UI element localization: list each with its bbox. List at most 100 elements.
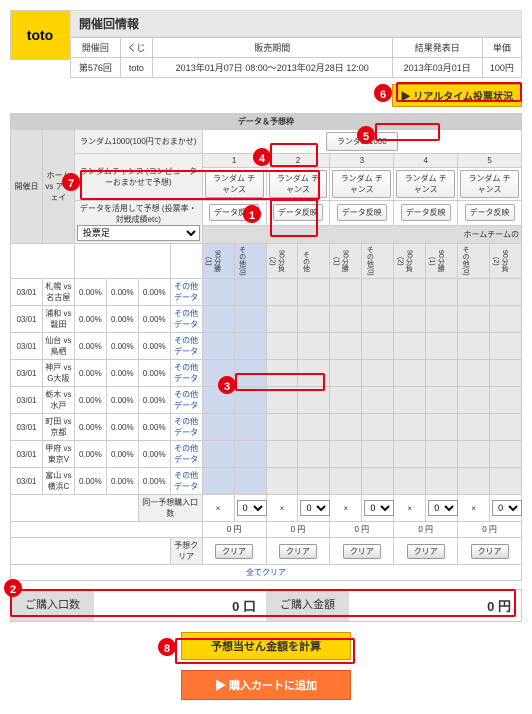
random-chance-btn-5[interactable]: ランダム チャンス bbox=[460, 170, 519, 198]
cell[interactable] bbox=[362, 468, 394, 495]
cell[interactable] bbox=[394, 306, 426, 333]
cell[interactable] bbox=[266, 414, 298, 441]
cell[interactable] bbox=[266, 360, 298, 387]
cell[interactable] bbox=[426, 360, 458, 387]
cell[interactable] bbox=[234, 333, 266, 360]
cell[interactable] bbox=[330, 333, 362, 360]
cell[interactable] bbox=[298, 333, 330, 360]
data-link[interactable]: その他 データ bbox=[174, 363, 198, 383]
cell[interactable] bbox=[458, 279, 490, 306]
cell[interactable] bbox=[490, 333, 522, 360]
data-link[interactable]: その他 データ bbox=[174, 390, 198, 410]
cell[interactable] bbox=[458, 468, 490, 495]
cell[interactable] bbox=[298, 279, 330, 306]
realtime-vote-button[interactable]: ▶ リアルタイム投票状況 bbox=[392, 84, 522, 107]
cell[interactable] bbox=[202, 279, 234, 306]
cell[interactable] bbox=[394, 387, 426, 414]
cell[interactable] bbox=[394, 468, 426, 495]
qty-select-5[interactable]: 0 bbox=[492, 500, 522, 516]
add-to-cart-button[interactable]: ▶ 購入カートに追加 bbox=[181, 670, 351, 700]
cell[interactable] bbox=[298, 468, 330, 495]
cell[interactable] bbox=[362, 333, 394, 360]
cell[interactable] bbox=[266, 333, 298, 360]
cell[interactable] bbox=[458, 360, 490, 387]
qty-select-4[interactable]: 0 bbox=[428, 500, 458, 516]
cell[interactable] bbox=[490, 387, 522, 414]
random-chance-btn-1[interactable]: ランダム チャンス bbox=[205, 170, 264, 198]
data-link[interactable]: その他 データ bbox=[174, 471, 198, 491]
cell[interactable] bbox=[362, 441, 394, 468]
qty-select-1[interactable]: 0 bbox=[237, 500, 267, 516]
qty-select-2[interactable]: 0 bbox=[300, 500, 330, 516]
cell[interactable] bbox=[458, 414, 490, 441]
cell[interactable] bbox=[362, 414, 394, 441]
cell[interactable] bbox=[266, 387, 298, 414]
clear-btn-1[interactable]: クリア bbox=[215, 544, 253, 559]
cell[interactable] bbox=[298, 441, 330, 468]
cell[interactable] bbox=[234, 441, 266, 468]
cell[interactable] bbox=[458, 306, 490, 333]
cell[interactable] bbox=[394, 333, 426, 360]
cell[interactable] bbox=[234, 306, 266, 333]
cell[interactable] bbox=[394, 360, 426, 387]
cell[interactable] bbox=[426, 468, 458, 495]
cell[interactable] bbox=[266, 441, 298, 468]
clear-btn-5[interactable]: クリア bbox=[471, 544, 509, 559]
cell[interactable] bbox=[362, 306, 394, 333]
cell[interactable] bbox=[490, 414, 522, 441]
cell[interactable] bbox=[394, 279, 426, 306]
cell[interactable] bbox=[330, 279, 362, 306]
cell[interactable] bbox=[202, 468, 234, 495]
cell[interactable] bbox=[298, 306, 330, 333]
data-link[interactable]: その他 データ bbox=[174, 444, 198, 464]
data-link[interactable]: その他 データ bbox=[174, 417, 198, 437]
cell[interactable] bbox=[362, 360, 394, 387]
cell[interactable] bbox=[362, 387, 394, 414]
cell[interactable] bbox=[490, 360, 522, 387]
cell[interactable] bbox=[202, 414, 234, 441]
cell[interactable] bbox=[426, 441, 458, 468]
cell[interactable] bbox=[234, 414, 266, 441]
cell[interactable] bbox=[490, 279, 522, 306]
data-dropdown[interactable]: 投票足 bbox=[77, 225, 200, 241]
cell[interactable] bbox=[426, 306, 458, 333]
cell[interactable] bbox=[234, 468, 266, 495]
cell[interactable] bbox=[330, 414, 362, 441]
clear-btn-4[interactable]: クリア bbox=[407, 544, 445, 559]
data-reflect-3[interactable]: データ反映 bbox=[337, 204, 387, 221]
cell[interactable] bbox=[426, 333, 458, 360]
data-reflect-2[interactable]: データ反映 bbox=[273, 204, 323, 221]
cell[interactable] bbox=[298, 360, 330, 387]
cell[interactable] bbox=[490, 306, 522, 333]
cell[interactable] bbox=[458, 333, 490, 360]
data-link[interactable]: その他 データ bbox=[174, 282, 198, 302]
cell[interactable] bbox=[394, 414, 426, 441]
cell[interactable] bbox=[490, 441, 522, 468]
cell[interactable] bbox=[394, 441, 426, 468]
cell[interactable] bbox=[490, 468, 522, 495]
cell[interactable] bbox=[330, 441, 362, 468]
data-link[interactable]: その他 データ bbox=[174, 336, 198, 356]
cell[interactable] bbox=[202, 441, 234, 468]
data-reflect-4[interactable]: データ反映 bbox=[401, 204, 451, 221]
cell[interactable] bbox=[330, 306, 362, 333]
cell[interactable] bbox=[298, 414, 330, 441]
cell[interactable] bbox=[362, 279, 394, 306]
cell[interactable] bbox=[330, 360, 362, 387]
qty-select-3[interactable]: 0 bbox=[364, 500, 394, 516]
cell[interactable] bbox=[266, 279, 298, 306]
cell[interactable] bbox=[234, 387, 266, 414]
random-chance-btn-2[interactable]: ランダム チャンス bbox=[269, 170, 328, 198]
cell[interactable] bbox=[202, 306, 234, 333]
cell[interactable] bbox=[266, 306, 298, 333]
random-chance-btn-3[interactable]: ランダム チャンス bbox=[332, 170, 391, 198]
cell[interactable] bbox=[426, 414, 458, 441]
cell[interactable] bbox=[234, 360, 266, 387]
cell[interactable] bbox=[426, 279, 458, 306]
cell[interactable] bbox=[202, 333, 234, 360]
cell[interactable] bbox=[266, 468, 298, 495]
cell[interactable] bbox=[426, 387, 458, 414]
cell[interactable] bbox=[458, 387, 490, 414]
cell[interactable] bbox=[234, 279, 266, 306]
random-chance-btn-4[interactable]: ランダム チャンス bbox=[396, 170, 455, 198]
